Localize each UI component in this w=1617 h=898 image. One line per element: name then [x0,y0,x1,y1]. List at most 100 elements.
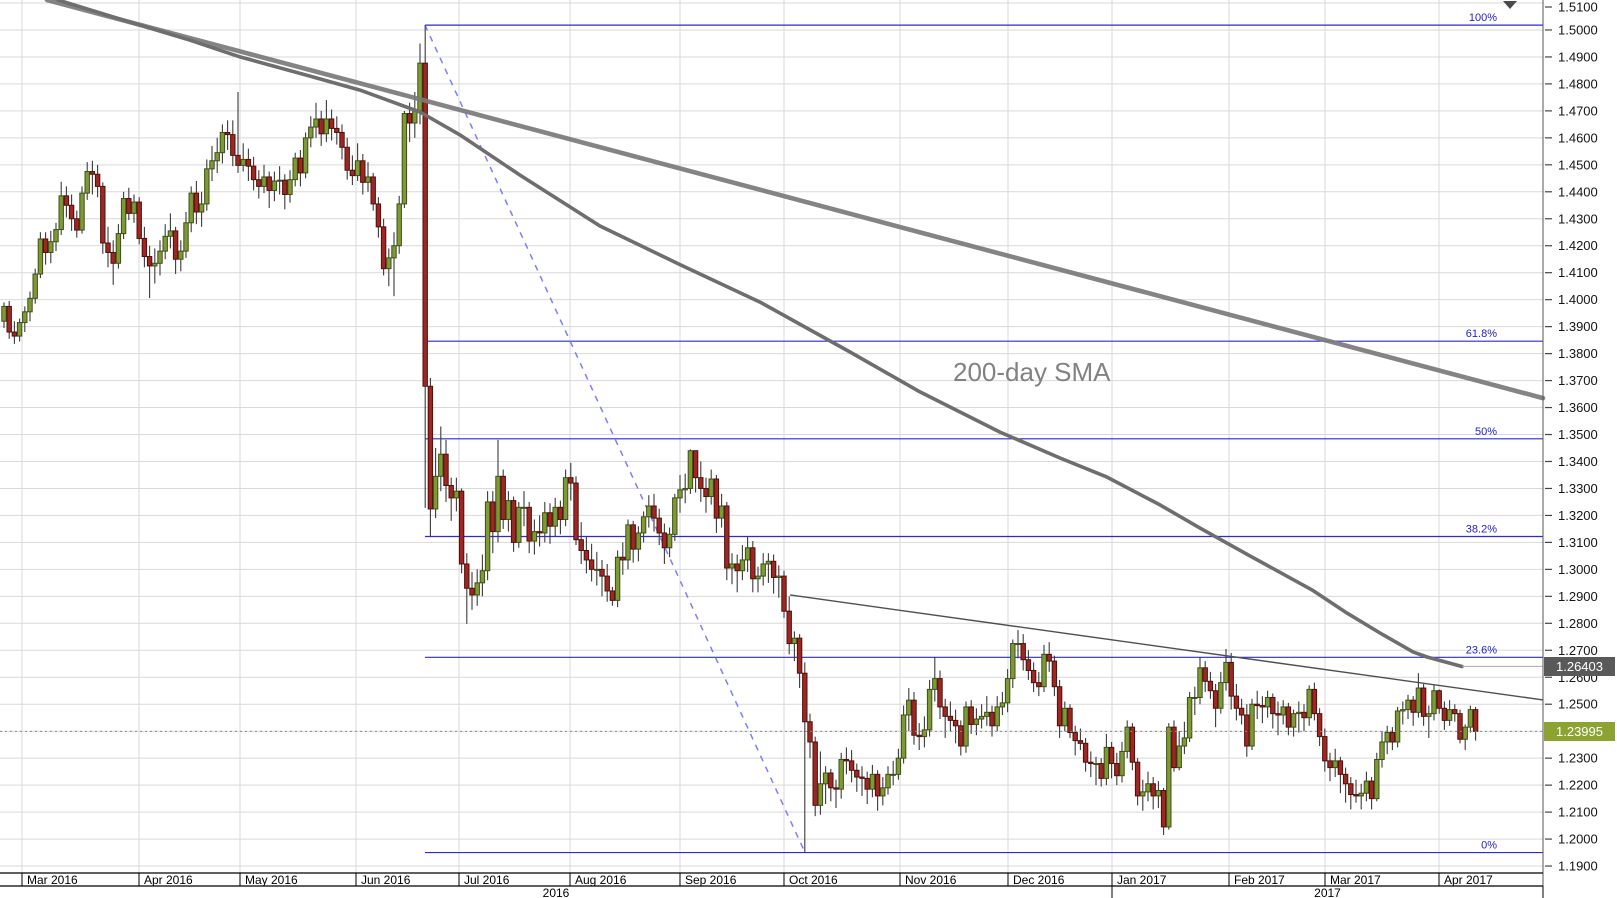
price-tick-label: 1.5100 [1558,0,1598,15]
price-tick-label: 1.2700 [1558,643,1598,658]
candle-down [989,711,995,727]
candle-down [947,715,954,721]
candle-down [1259,705,1266,708]
candle-up [1062,707,1068,727]
candle-up [22,311,28,324]
candle-down [703,487,709,498]
candle-up [183,222,189,252]
candle-down [349,169,356,177]
price-tick-label: 1.2900 [1558,589,1598,604]
candle-up [287,179,293,195]
candle-down [1036,682,1042,688]
candle-up [1358,792,1364,797]
price-tick-label: 1.3600 [1558,400,1598,415]
candle-down [1275,713,1281,716]
candle-down [547,512,553,527]
sma-path[interactable] [56,0,1464,669]
fib-level-label: 61.8% [1466,328,1497,340]
candle-up [1431,690,1437,715]
candle-down [344,146,350,171]
candle-down [1160,790,1167,828]
candle-down [1238,707,1245,716]
candle-down [958,725,964,747]
price-tick-label: 1.3700 [1558,373,1598,388]
candle-up [198,203,205,213]
main-trendline[interactable] [44,0,1546,401]
sma-line[interactable] [56,0,1543,669]
candle-up [1004,678,1011,704]
candle-up [354,160,361,177]
candle-up [552,506,558,527]
candle-down [105,242,111,253]
price-scale-scroll-arrow-icon[interactable] [1503,1,1517,9]
candle-down [796,637,803,674]
fib-diagonal-line[interactable] [424,24,806,853]
candle-up [1166,726,1172,828]
candle-up [1280,706,1286,716]
main-trendline-line[interactable] [44,0,1546,401]
candle-up [869,773,876,790]
candle-up [204,168,210,205]
time-axis[interactable]: Mar 2016 Apr 2016 May 2016 Jun 2016 Jul 2016… [0,872,1544,898]
candle-up [744,547,751,561]
candle-down [812,741,818,806]
candle-down [100,185,106,244]
candle-down [500,475,506,520]
candle-down [1316,713,1323,738]
candle-down [734,563,740,572]
minor-trendline-line[interactable] [789,594,1544,701]
candle-down [74,218,80,231]
candle-down [698,477,704,489]
candle-up [921,729,928,738]
candle-up [1155,790,1162,797]
candle-down [651,505,657,519]
candle-up [505,500,512,520]
candle-down [1342,773,1349,785]
month-label: Mar 2017 [1330,873,1381,887]
candle-up [895,757,902,775]
month-label: Nov 2016 [905,873,957,887]
candle-up [1015,643,1021,646]
candle-down [339,131,345,148]
candle-down [604,575,610,592]
candle-up [1467,709,1474,728]
candle-down [1389,732,1396,743]
candle-down [375,203,382,228]
sma-value-badge: 1.26403 [1544,656,1615,676]
candle-up [1415,687,1422,713]
candle-up [386,257,392,270]
candle-down [916,734,922,738]
candle-up [932,678,938,690]
candle-up [1103,746,1110,779]
sma-annotation-label: 200-day SMA [953,357,1111,387]
candle-up [516,506,522,543]
month-label: Apr 2017 [1444,873,1493,887]
current-price-badge: 1.23995 [1544,721,1615,741]
candle-down [1254,703,1260,707]
price-axis[interactable]: 1.5100 1.5000 1.4900 1.4800 1.4700 1.4600 1.45… [1545,0,1598,874]
candle-down [250,165,257,181]
candle-down [630,524,636,550]
fib-level-label: 0% [1481,840,1497,852]
candle-up [292,157,298,181]
candle-up [531,531,538,542]
candle-up [672,497,678,535]
price-tick-label: 1.4200 [1558,238,1598,253]
price-tick-label: 1.4500 [1558,157,1598,172]
candle-down [1114,763,1120,777]
candle-down [110,251,116,264]
candle-down [1082,742,1089,763]
candle-up [115,233,122,264]
candle-up [885,773,891,789]
fib-level-label: 50% [1475,426,1497,438]
candle-up [240,158,246,166]
candle-down [781,575,787,612]
candle-down [1322,736,1328,762]
candle-down [802,672,808,723]
candle-up [219,131,226,154]
candle-down [136,201,142,239]
candle-down [557,506,564,520]
minor-trendline[interactable] [789,594,1544,701]
fib-retracement[interactable]: 100% 61.8% 50% 38.2% 23.6% 0% [424,12,1543,854]
